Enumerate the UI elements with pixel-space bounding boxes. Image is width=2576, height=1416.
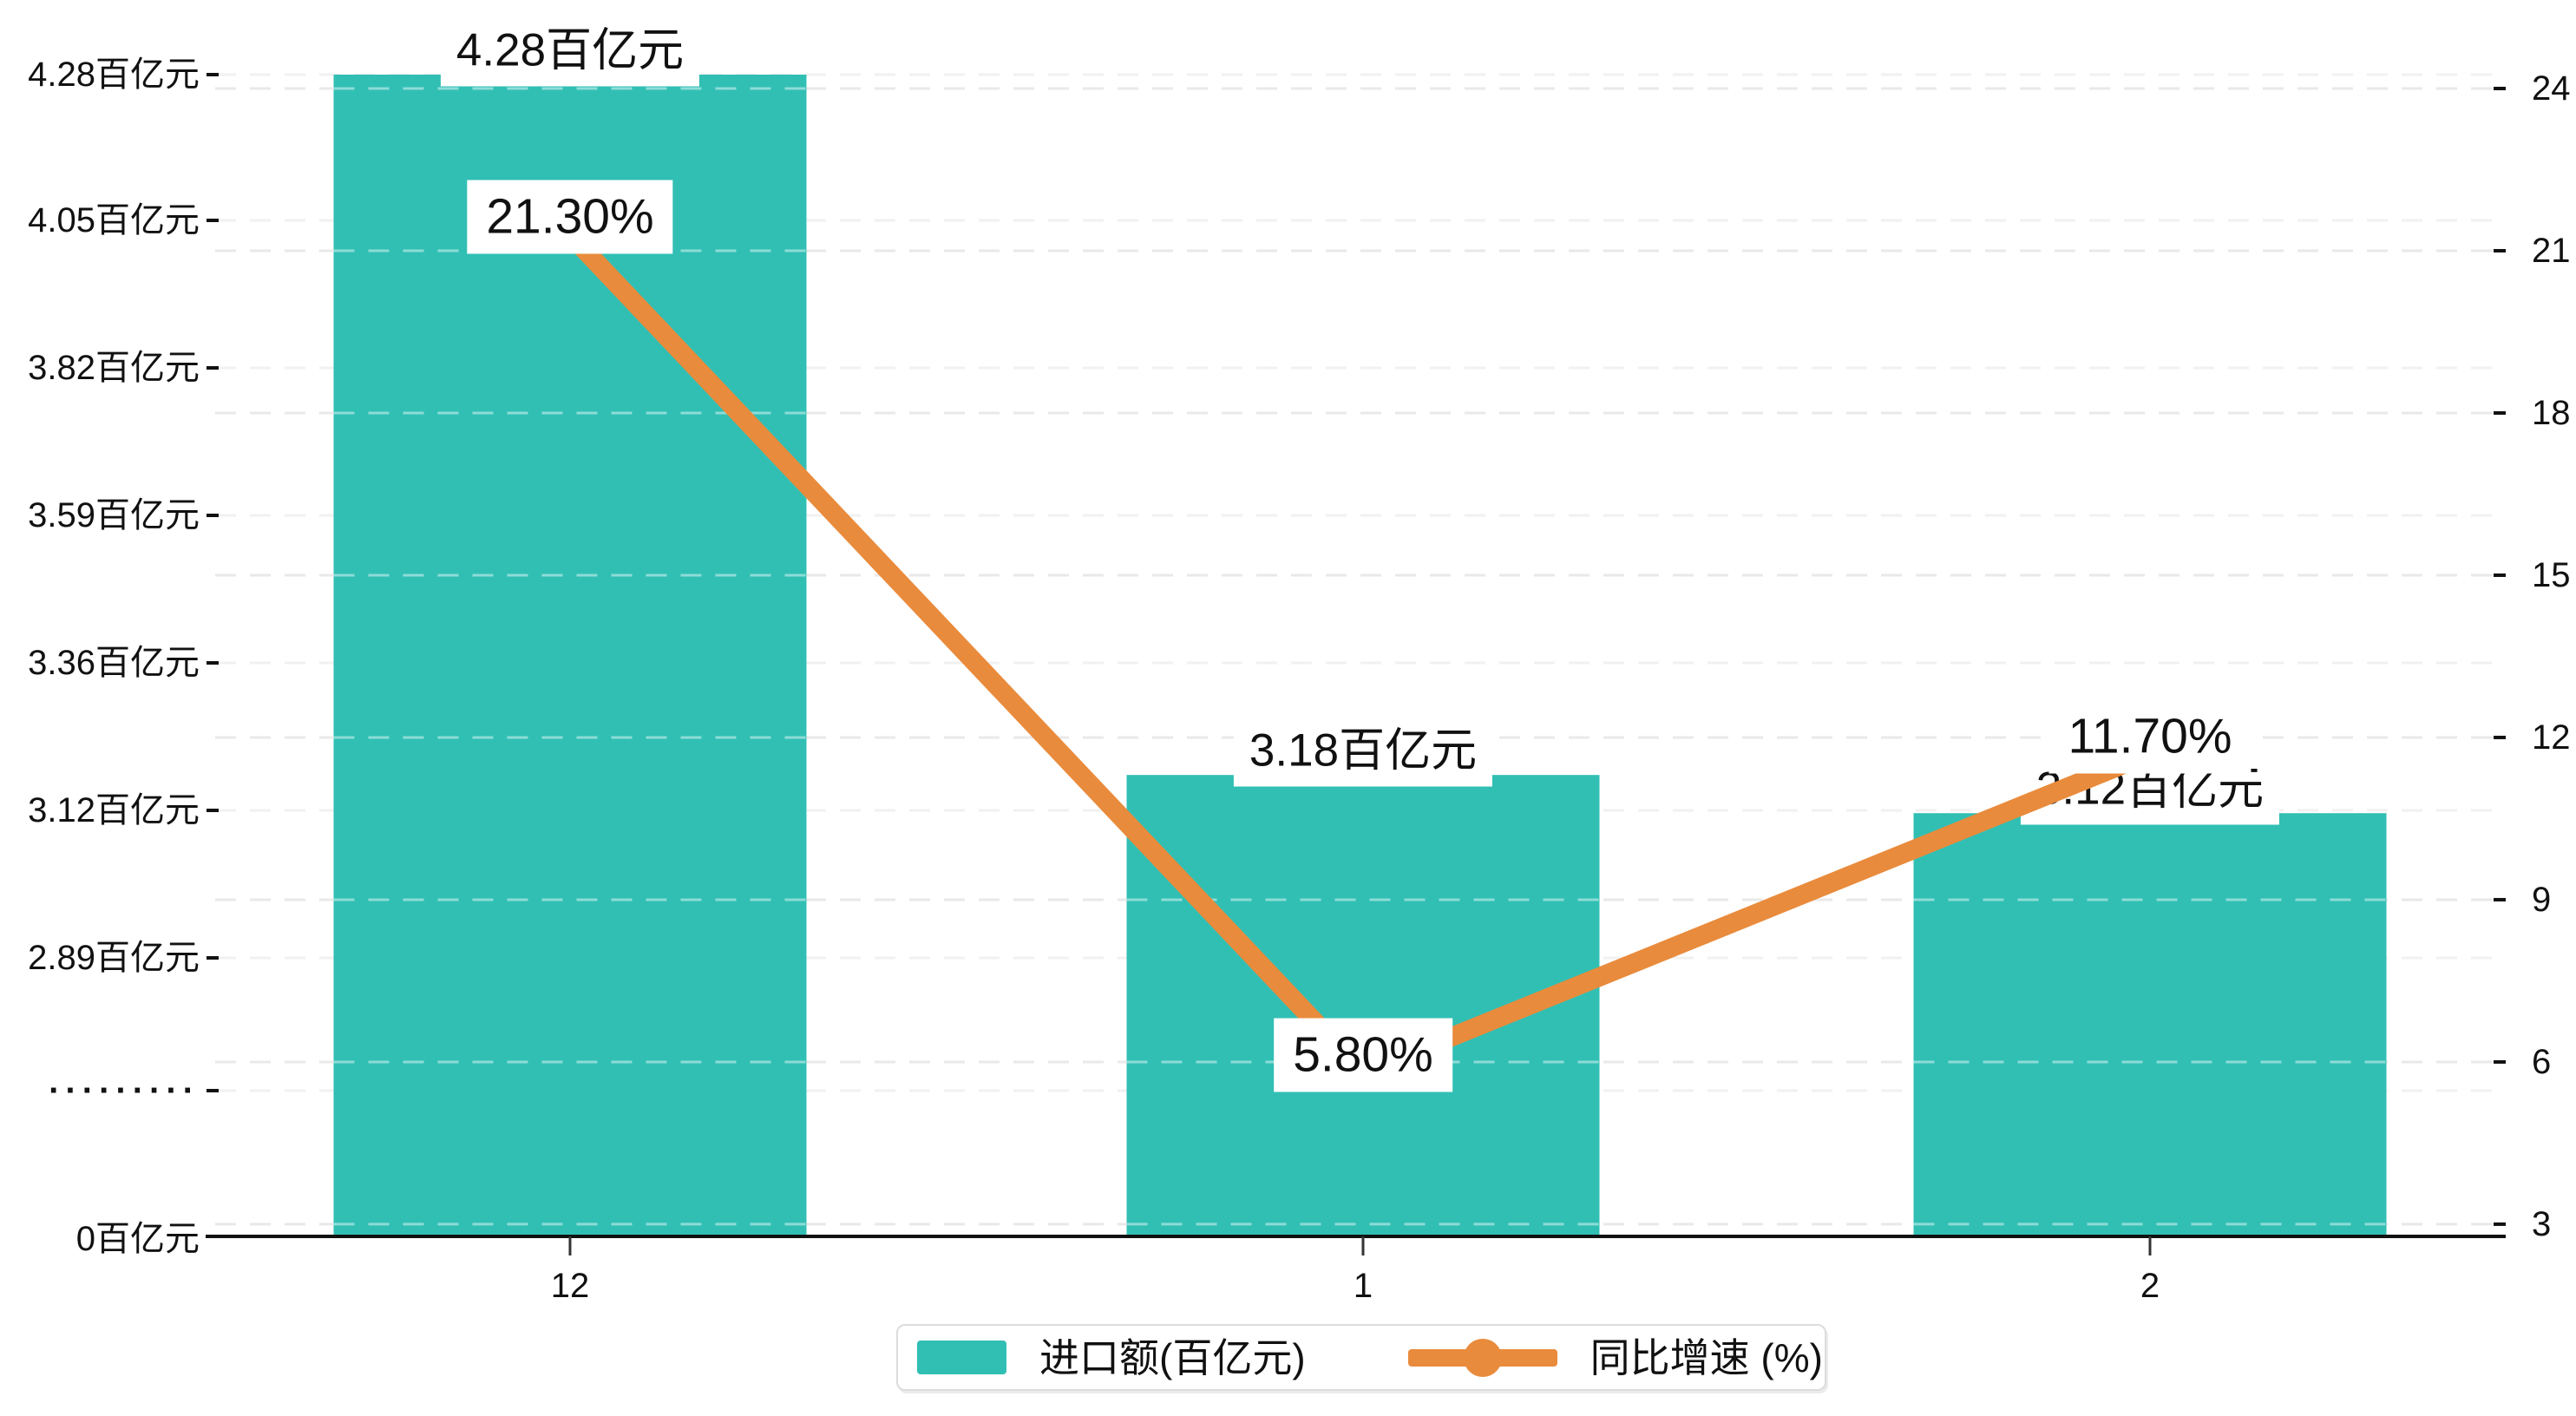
growth-line-dot-icon: [1407, 1338, 1557, 1377]
bar-value-label-12: 4.28百亿元: [440, 14, 700, 87]
left-axis-break-label: ·········: [49, 1072, 200, 1110]
left-axis-tick-label: 0百亿元: [75, 1220, 200, 1258]
x-axis-label-2: 2: [2140, 1267, 2160, 1305]
growth-value-label-2: 11.70%: [2048, 699, 2252, 774]
legend-growth-label: 同比增速 (%): [1590, 1334, 1823, 1380]
right-axis-tick-label: 15: [2532, 555, 2571, 594]
import-bar-swatch-icon: [917, 1341, 1006, 1374]
bar-month-12: [333, 75, 807, 1236]
right-axis-tick-label: 21: [2532, 231, 2571, 270]
right-axis-tick-label: 3: [2532, 1204, 2552, 1243]
right-axis-tick-label: 6: [2532, 1042, 2552, 1081]
left-axis-tick-label: 3.12百亿元: [28, 791, 200, 829]
growth-value-label-12: 21.30%: [467, 180, 673, 254]
right-axis-tick-label: 18: [2532, 393, 2571, 432]
left-axis-tick-label: 3.36百亿元: [28, 644, 200, 682]
legend: 进口额(百亿元) 同比增速 (%): [896, 1324, 1826, 1391]
bar-value-label-1: 3.18百亿元: [1233, 714, 1493, 787]
bar-month-2: [1913, 813, 2387, 1236]
right-axis-tick-label: 9: [2532, 880, 2552, 919]
growth-value-label-1: 5.80%: [1274, 1018, 1452, 1092]
left-axis-tick-label: 2.89百亿元: [28, 939, 200, 977]
x-axis-label-12: 12: [550, 1267, 590, 1305]
legend-item-growth[interactable]: 同比增速 (%): [1407, 1334, 1823, 1380]
right-axis-tick-label: 12: [2532, 718, 2571, 757]
legend-item-import[interactable]: 进口额(百亿元): [917, 1338, 1306, 1378]
left-axis-tick-label: 3.82百亿元: [28, 349, 200, 387]
left-axis-tick-label: 4.05百亿元: [28, 201, 200, 239]
legend-import-label: 进口额(百亿元): [1039, 1334, 1306, 1380]
right-axis-tick-label: 24: [2532, 69, 2571, 108]
x-axis-label-1: 1: [1353, 1267, 1373, 1305]
left-axis-tick-label: 4.28百亿元: [28, 56, 200, 94]
left-axis-tick-label: 3.59百亿元: [28, 496, 200, 534]
